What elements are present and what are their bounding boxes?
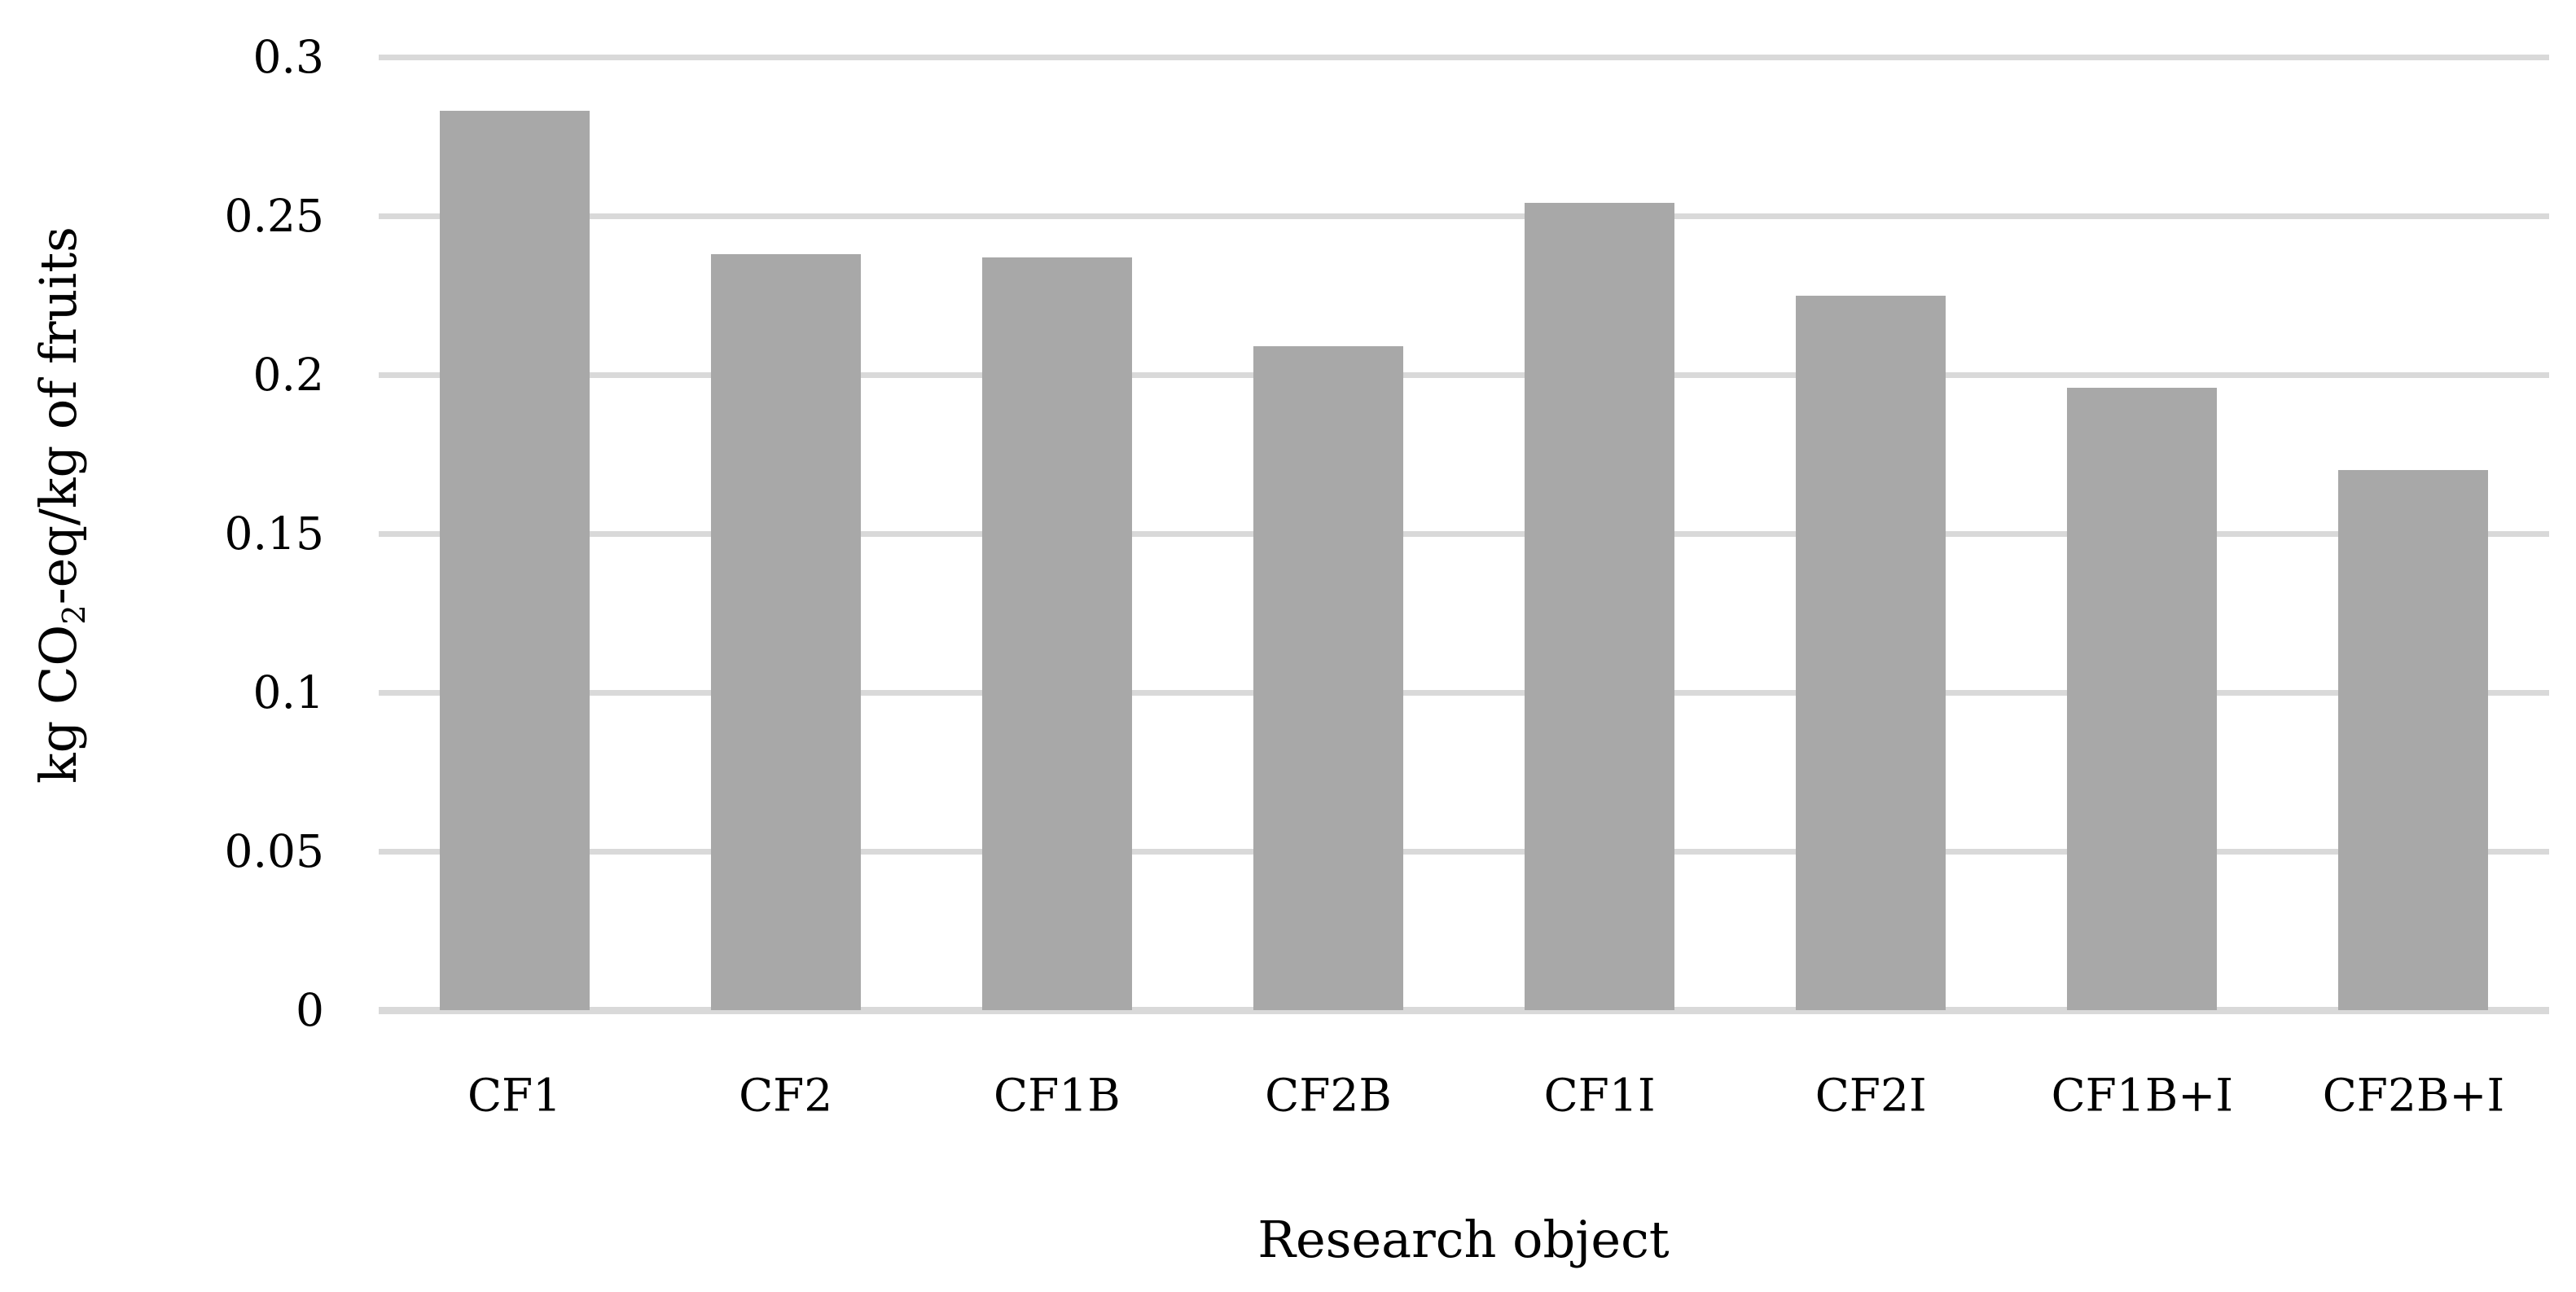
bar-CF1B+I [2067,387,2218,1010]
x-category-label-CF2: CF2 [739,1069,833,1122]
bar-CF2I [1796,295,1946,1010]
gridline-0.2 [379,372,2549,378]
bar-CF1B [981,257,1132,1010]
bar-CF2 [710,253,861,1010]
gridline-0.25 [379,213,2549,219]
x-category-label-CF2B: CF2B [1265,1069,1392,1122]
x-axis-title: Research object [1257,1210,1670,1269]
x-category-label-CF1: CF1 [467,1069,562,1122]
x-category-label-CF2B+I: CF2B+I [2322,1069,2505,1122]
y-tick-label-0.25: 0.25 [224,190,324,242]
y-tick-label-0: 0 [296,984,324,1036]
x-category-label-CF1I: CF1I [1543,1069,1656,1122]
y-tick-label-0.1: 0.1 [252,666,324,719]
x-category-label-CF2I: CF2I [1815,1069,1927,1122]
y-tick-label-0.05: 0.05 [224,825,324,877]
y-tick-label-0.2: 0.2 [252,349,324,401]
y-axis-title-subscript: 2 [55,604,93,625]
bar-CF2B [1253,345,1403,1010]
x-category-label-CF1B+I: CF1B+I [2051,1069,2234,1122]
gridline-0.3 [379,55,2549,60]
bar-CF2B+I [2338,470,2489,1010]
y-tick-label-0.15: 0.15 [224,508,324,560]
y-axis-title-suffix: -eq/kg of fruits [29,226,88,605]
x-axis-baseline [379,1007,2549,1014]
bar-CF1 [439,111,590,1010]
y-tick-label-0.3: 0.3 [252,31,324,83]
gridline-0.1 [379,690,2549,696]
gridline-0.05 [379,849,2549,855]
x-category-label-CF1B: CF1B [993,1069,1121,1122]
bar-CF1I [1525,203,1675,1010]
gridline-0.15 [379,531,2549,537]
y-axis-title-prefix: kg CO [29,624,88,784]
y-axis-title: kg CO2-eq/kg of fruits [29,226,93,784]
